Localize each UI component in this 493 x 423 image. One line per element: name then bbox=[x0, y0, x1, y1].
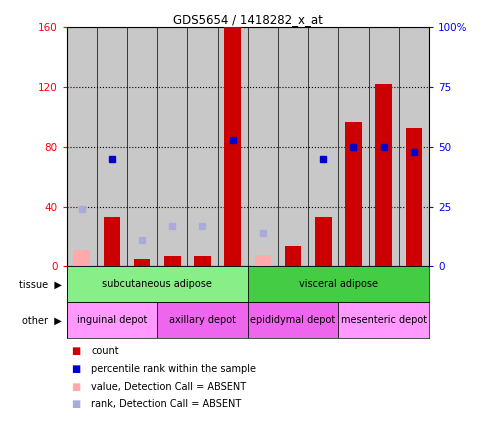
Bar bbox=[315, 217, 331, 266]
Bar bbox=[338, 302, 429, 338]
Bar bbox=[134, 259, 150, 266]
Bar bbox=[157, 302, 248, 338]
Text: value, Detection Call = ABSENT: value, Detection Call = ABSENT bbox=[91, 382, 246, 392]
Text: inguinal depot: inguinal depot bbox=[77, 316, 147, 325]
Bar bbox=[248, 302, 338, 338]
Bar bbox=[67, 266, 248, 302]
Bar bbox=[104, 217, 120, 266]
Bar bbox=[164, 256, 180, 266]
Text: tissue  ▶: tissue ▶ bbox=[19, 280, 62, 289]
Text: epididymal depot: epididymal depot bbox=[250, 316, 336, 325]
Bar bbox=[406, 128, 422, 266]
Text: percentile rank within the sample: percentile rank within the sample bbox=[91, 364, 256, 374]
Bar bbox=[345, 121, 362, 266]
Bar bbox=[67, 302, 157, 338]
Text: ■: ■ bbox=[71, 382, 81, 392]
Bar bbox=[248, 266, 429, 302]
Bar bbox=[194, 256, 211, 266]
Text: ■: ■ bbox=[71, 364, 81, 374]
Text: mesenteric depot: mesenteric depot bbox=[341, 316, 426, 325]
Bar bbox=[254, 255, 271, 266]
Text: other  ▶: other ▶ bbox=[22, 316, 62, 325]
Bar bbox=[375, 84, 392, 266]
Bar bbox=[285, 246, 301, 266]
Text: axillary depot: axillary depot bbox=[169, 316, 236, 325]
Title: GDS5654 / 1418282_x_at: GDS5654 / 1418282_x_at bbox=[173, 14, 323, 26]
Text: rank, Detection Call = ABSENT: rank, Detection Call = ABSENT bbox=[91, 399, 242, 409]
Bar bbox=[73, 250, 90, 266]
Text: subcutaneous adipose: subcutaneous adipose bbox=[102, 280, 212, 289]
Text: ■: ■ bbox=[71, 399, 81, 409]
Text: visceral adipose: visceral adipose bbox=[299, 280, 378, 289]
Bar bbox=[224, 27, 241, 266]
Text: ■: ■ bbox=[71, 346, 81, 356]
Text: count: count bbox=[91, 346, 119, 356]
